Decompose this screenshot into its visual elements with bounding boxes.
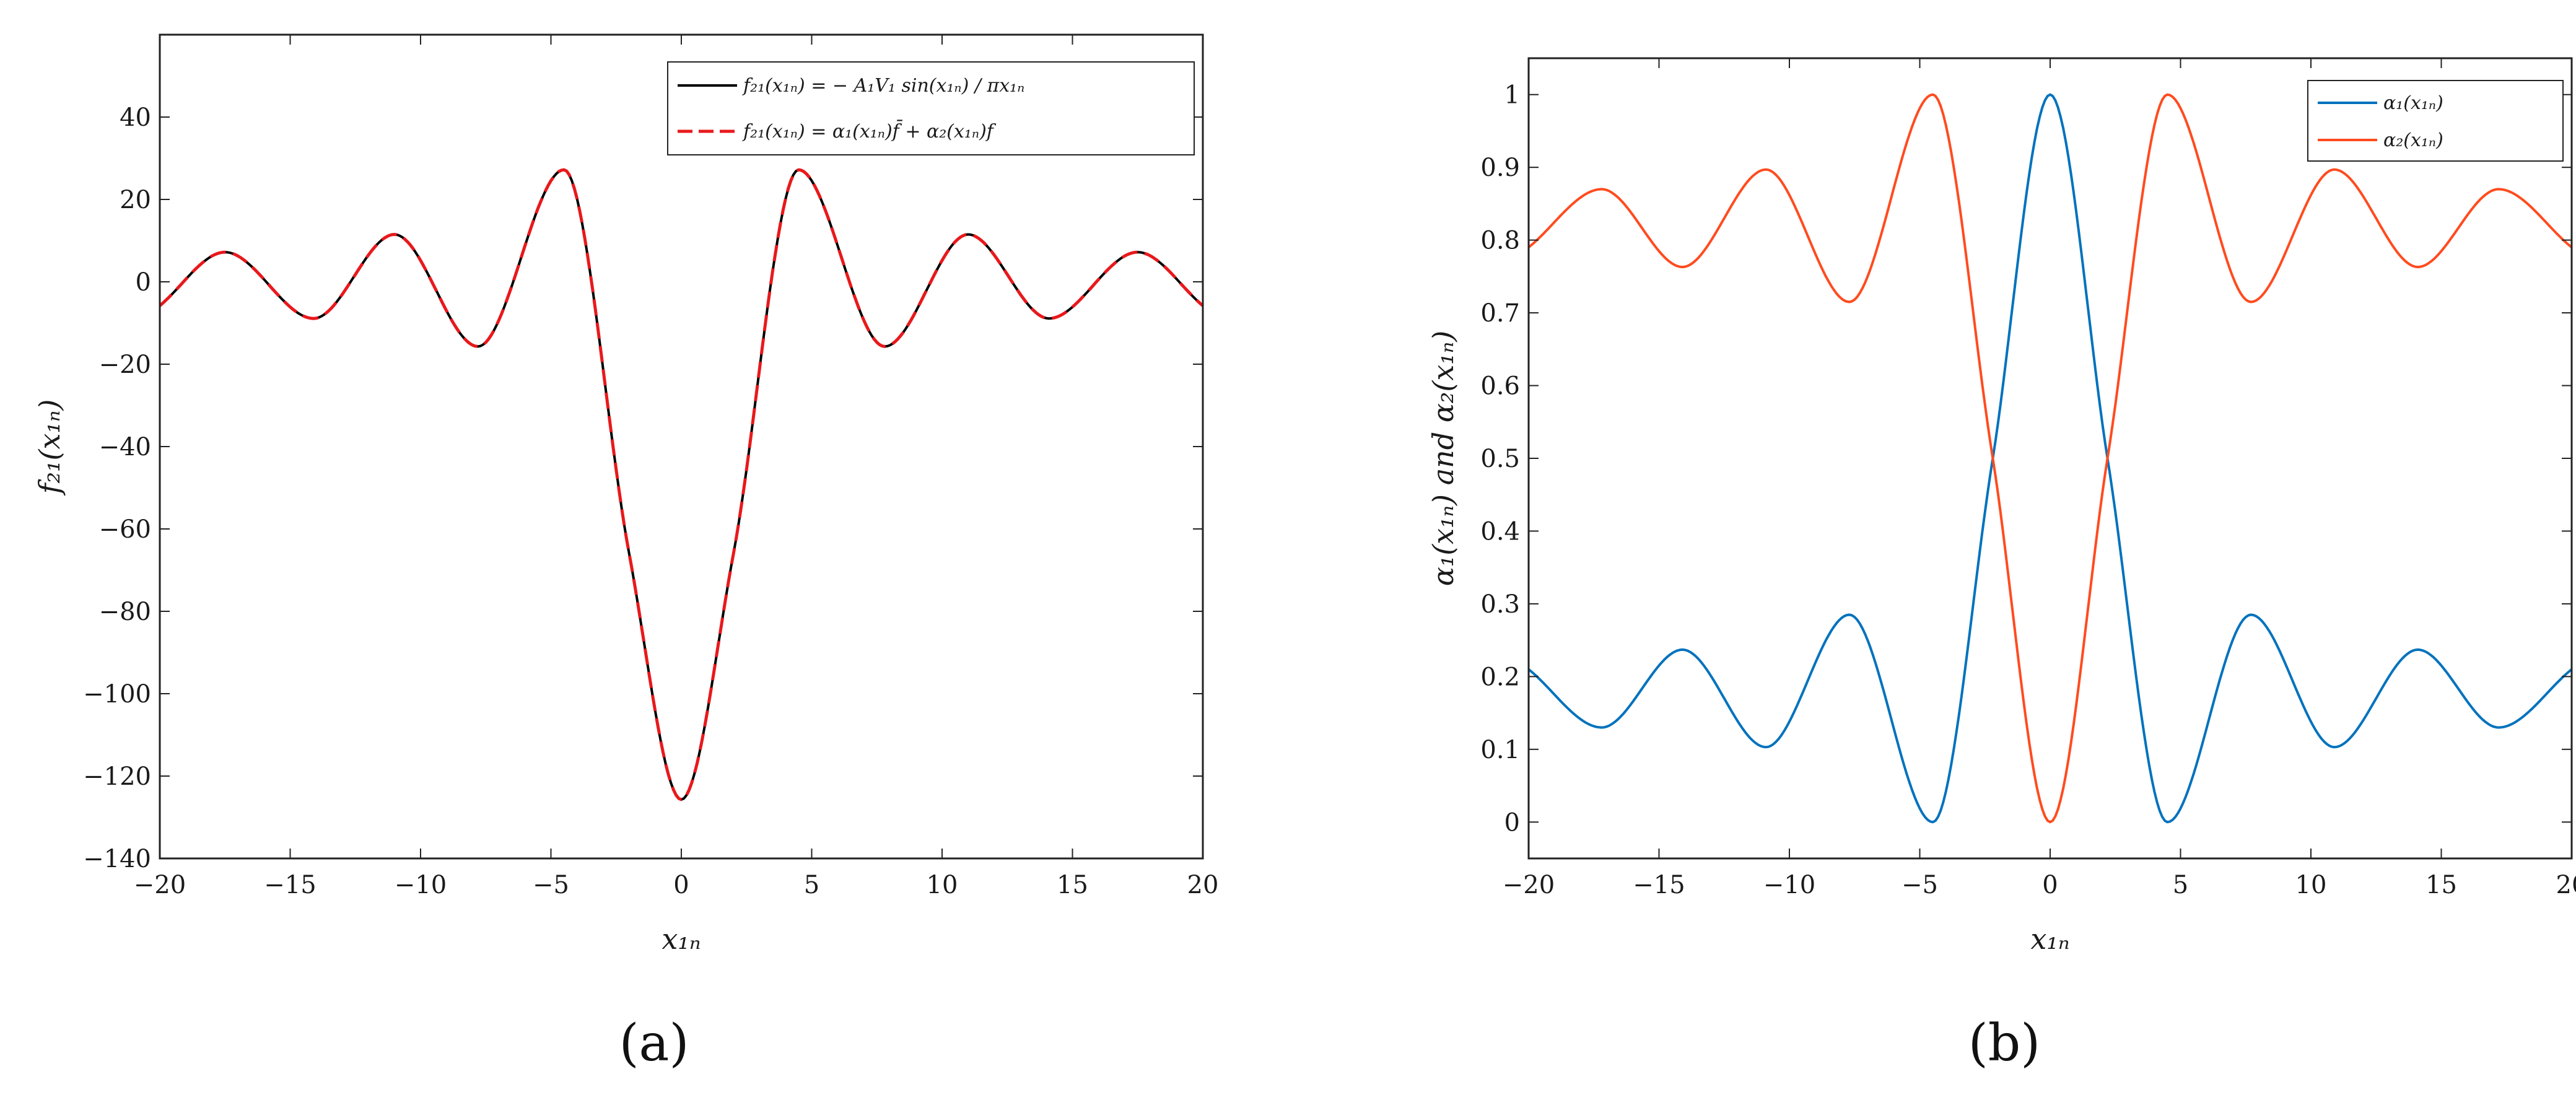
panel-a-ytick-label: 0 bbox=[136, 268, 151, 297]
panel-a-series-layer bbox=[159, 168, 1204, 801]
panel-b-xlabel: x₁ₙ bbox=[2030, 922, 2069, 956]
panel-a-xtick-label: 15 bbox=[1057, 871, 1088, 899]
panel-b-xtick-label: 10 bbox=[2295, 871, 2327, 899]
panel-b-legend: α₁(x₁ₙ) α₂(x₁ₙ) bbox=[2307, 80, 2564, 162]
panel-a-xtick-label: 5 bbox=[804, 871, 819, 899]
panel-b-ytick-label: 0.2 bbox=[1480, 663, 1520, 691]
legend-entry-alpha2: α₂(x₁ₙ) bbox=[2383, 129, 2443, 151]
panel-a-ytick-label: −140 bbox=[83, 845, 151, 873]
legend-entry-alpha1: α₁(x₁ₙ) bbox=[2383, 92, 2443, 114]
panel-b-ytick-label: 0.9 bbox=[1480, 154, 1520, 182]
legend-entry-series-2: f₂₁(x₁ₙ) = α₁(x₁ₙ)f̄ + α₂(x₁ₙ)f bbox=[742, 119, 997, 142]
panel-b-xtick-label: 0 bbox=[2042, 871, 2058, 899]
panel-b-ytick-label: 1 bbox=[1504, 81, 1520, 110]
panel-a-ytick-label: 40 bbox=[120, 103, 151, 132]
panel-a-xlabel: x₁ₙ bbox=[661, 922, 701, 956]
panel-a-label: (a) bbox=[619, 1014, 689, 1073]
panel-a-ytick-label: 20 bbox=[120, 186, 151, 214]
panel-b-ticks: −20 −15 −10 −5 0 5 10 15 20 0 0.1 0.2 0.3 0.4 0.5 0.6 0.… bbox=[1480, 58, 2576, 899]
panel-a-series-2-line bbox=[159, 168, 1204, 801]
panel-a-xtick-label: −15 bbox=[264, 871, 316, 899]
panel-b-series-1-line bbox=[1527, 93, 2573, 824]
panel-b-ytick-label: 0.4 bbox=[1480, 517, 1520, 546]
panel-b-xtick-label: −15 bbox=[1633, 871, 1685, 899]
panel-b-xtick-label: 5 bbox=[2173, 871, 2188, 899]
panel-b-ylabel: α₁(x₁ₙ) and α₂(x₁ₙ) bbox=[1426, 331, 1460, 587]
panel-b-xtick-label: 15 bbox=[2425, 871, 2457, 899]
panel-a-ytick-label: −40 bbox=[99, 433, 151, 461]
panel-b-ytick-label: 0.8 bbox=[1480, 227, 1520, 255]
panel-b-ytick-label: 0.3 bbox=[1480, 590, 1520, 619]
panel-a-legend: f₂₁(x₁ₙ) = − A₁V₁ sin(x₁ₙ) / πx₁ₙ f₂₁(x₁… bbox=[667, 61, 1195, 155]
legend-entry-series-1: f₂₁(x₁ₙ) = − A₁V₁ sin(x₁ₙ) / πx₁ₙ bbox=[742, 75, 1024, 97]
panel-b-ytick-label: 0.6 bbox=[1480, 372, 1520, 401]
panel-a-ytick-label: −60 bbox=[99, 515, 151, 544]
panel-a-ytick-label: −120 bbox=[83, 762, 151, 791]
panel-b-label: (b) bbox=[1968, 1014, 2040, 1073]
panel-b-ytick-label: 0.1 bbox=[1480, 736, 1520, 764]
panel-a-ytick-label: −80 bbox=[99, 598, 151, 626]
panel-a-xtick-label: 10 bbox=[927, 871, 958, 899]
panel-b-series-layer bbox=[1527, 93, 2573, 824]
panel-a: −20 −15 −10 −5 0 5 10 15 20 −140 −120 −100 −80 −60 −40… bbox=[33, 33, 1218, 1073]
panel-b-xtick-label: −5 bbox=[1901, 871, 1938, 899]
panel-a-ytick-label: −20 bbox=[99, 351, 151, 379]
panel-b: −20 −15 −10 −5 0 5 10 15 20 0 0.1 0.2 0.3 0.4 0.5 0.6 0.… bbox=[1426, 57, 2576, 1073]
panel-b-xtick-label: 20 bbox=[2556, 871, 2576, 899]
panel-a-xtick-label: 20 bbox=[1187, 871, 1219, 899]
panel-a-ylabel: f₂₁(x₁ₙ) bbox=[33, 399, 66, 496]
panel-b-xtick-label: −20 bbox=[1503, 871, 1555, 899]
panel-a-xtick-label: −20 bbox=[134, 871, 186, 899]
panel-a-ticks: −20 −15 −10 −5 0 5 10 15 20 −140 −120 −100 −80 −60 −40… bbox=[83, 35, 1218, 899]
panel-b-xtick-label: −10 bbox=[1763, 871, 1815, 899]
panel-a-xtick-label: −10 bbox=[395, 871, 447, 899]
panel-a-ytick-label: −100 bbox=[83, 680, 151, 709]
panel-b-legend-box bbox=[2307, 80, 2564, 162]
panel-b-ytick-label: 0 bbox=[1504, 808, 1520, 837]
panel-a-xtick-label: −5 bbox=[533, 871, 569, 899]
panel-a-legend-box bbox=[667, 61, 1195, 155]
panel-a-xtick-label: 0 bbox=[673, 871, 689, 899]
panel-b-ytick-label: 0.5 bbox=[1480, 445, 1520, 473]
panel-b-series-2-line bbox=[1527, 93, 2573, 824]
panel-b-ytick-label: 0.7 bbox=[1480, 299, 1520, 328]
